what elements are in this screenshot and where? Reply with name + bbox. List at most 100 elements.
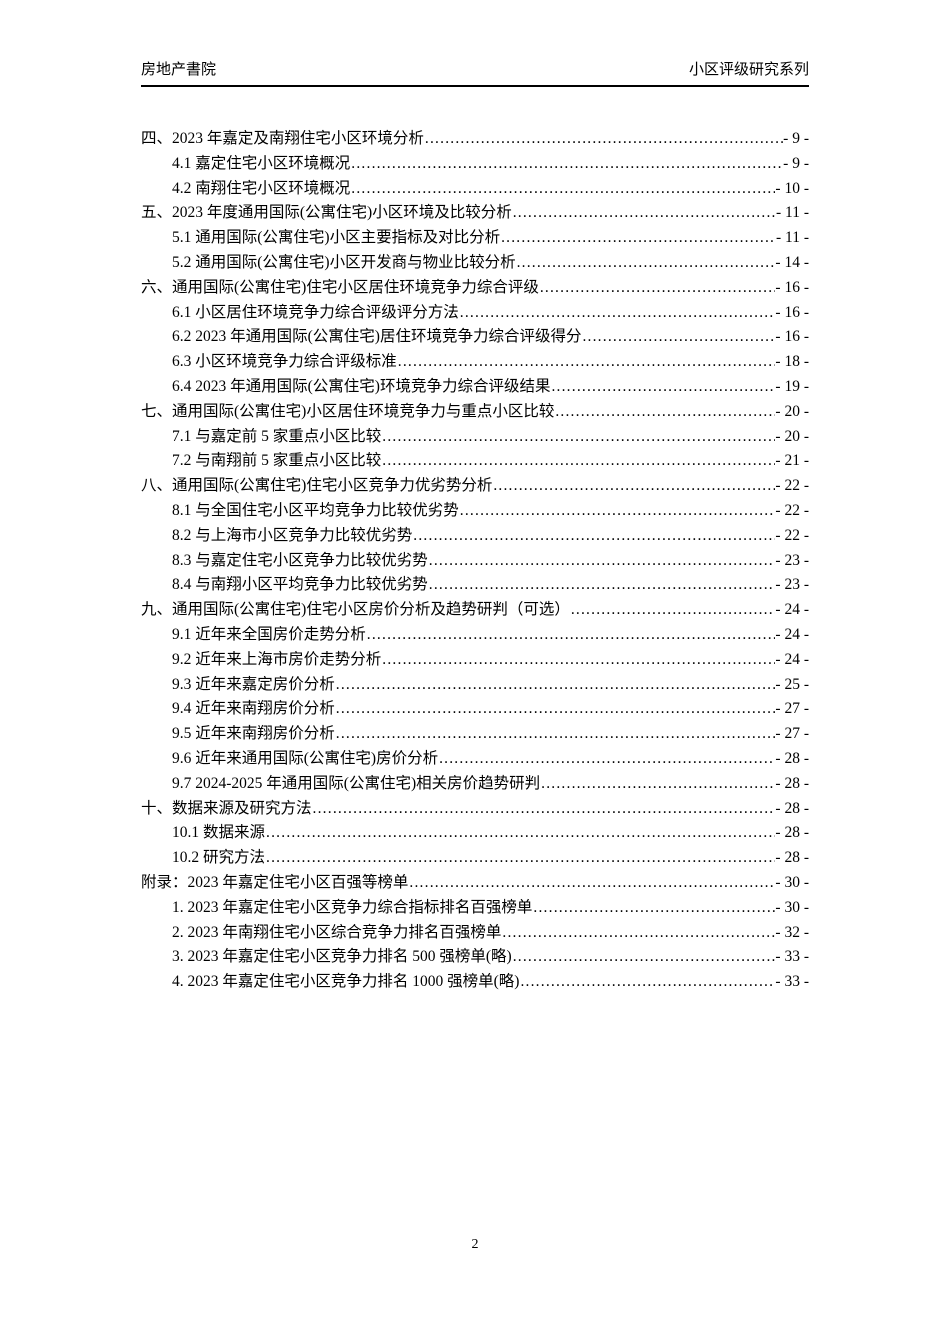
dot-leader: ........................................…: [551, 377, 775, 395]
toc-entry-title: 9.7 2024-2025 年通用国际(公寓住宅)相关房价趋势研判: [172, 774, 541, 792]
toc-entry[interactable]: 8.2 与上海市小区竞争力比较优劣势......................…: [141, 524, 809, 549]
toc-entry[interactable]: 9.2 近年来上海市房价走势分析........................…: [141, 648, 809, 673]
toc-entry-title: 8.4 与南翔小区平均竞争力比较优劣势: [172, 576, 428, 594]
dot-leader: ........................................…: [555, 402, 775, 420]
toc-entry-page: - 21 -: [775, 452, 809, 470]
toc-entry[interactable]: 6.4 2023 年通用国际(公寓住宅)环境竞争力综合评级结果.........…: [141, 375, 809, 400]
toc-entry-title: 6.2 2023 年通用国际(公寓住宅)居住环境竞争力综合评级得分: [172, 328, 582, 346]
dot-leader: ........................................…: [493, 477, 776, 495]
toc-entry[interactable]: 5.1 通用国际(公寓住宅)小区主要指标及对比分析...............…: [141, 226, 809, 251]
dot-leader: ........................................…: [516, 253, 776, 271]
toc-entry-page: - 24 -: [775, 601, 809, 619]
toc-entry[interactable]: 1. 2023 年嘉定住宅小区竞争力综合指标排名百强榜单............…: [141, 896, 809, 921]
dot-leader: ........................................…: [382, 452, 775, 470]
toc-entry[interactable]: 7.1 与嘉定前 5 家重点小区比较......................…: [141, 425, 809, 450]
toc-entry-title: 四、2023 年嘉定及南翔住宅小区环境分析: [141, 130, 424, 147]
dot-leader: ........................................…: [539, 278, 776, 296]
toc-entry-page: - 16 -: [775, 278, 809, 296]
dot-leader: ........................................…: [409, 873, 776, 891]
toc-entry-page: - 24 -: [775, 650, 809, 668]
toc-entry[interactable]: 六、通用国际(公寓住宅)住宅小区居住环境竞争力综合评级.............…: [141, 276, 809, 301]
toc-entry-page: - 30 -: [775, 898, 809, 916]
toc-entry[interactable]: 9.5 近年来南翔房价分析...........................…: [141, 722, 809, 747]
toc-entry-title: 5.1 通用国际(公寓住宅)小区主要指标及对比分析: [172, 229, 501, 247]
toc-entry-title: 6.4 2023 年通用国际(公寓住宅)环境竞争力综合评级结果: [172, 377, 551, 395]
toc-entry[interactable]: 6.1 小区居住环境竞争力综合评级评分方法...................…: [141, 301, 809, 326]
toc-entry[interactable]: 3. 2023 年嘉定住宅小区竞争力排名 500 强榜单(略).........…: [141, 945, 809, 970]
toc-entry[interactable]: 9.6 近年来通用国际(公寓住宅)房价分析...................…: [141, 747, 809, 772]
toc-entry-page: - 19 -: [775, 377, 809, 395]
toc-list: 四、2023 年嘉定及南翔住宅小区环境分析...................…: [141, 127, 809, 995]
toc-entry[interactable]: 6.2 2023 年通用国际(公寓住宅)居住环境竞争力综合评级得分.......…: [141, 325, 809, 350]
dot-leader: ........................................…: [582, 328, 776, 346]
toc-entry-page: - 22 -: [775, 501, 809, 519]
toc-entry[interactable]: 9.7 2024-2025 年通用国际(公寓住宅)相关房价趋势研判.......…: [141, 772, 809, 797]
toc-entry[interactable]: 4. 2023 年嘉定住宅小区竞争力排名 1000 强榜单(略)........…: [141, 970, 809, 995]
toc-entry-page: - 32 -: [775, 923, 809, 941]
page-footer: 2: [0, 1236, 950, 1254]
dot-leader: ........................................…: [413, 526, 776, 544]
toc-entry[interactable]: 九、通用国际(公寓住宅)住宅小区房价分析及趋势研判（可选）...........…: [141, 598, 809, 623]
toc-entry-page: - 28 -: [775, 849, 809, 867]
toc-entry[interactable]: 10.1 数据来源...............................…: [141, 821, 809, 846]
toc-entry[interactable]: 10.2 研究方法...............................…: [141, 846, 809, 871]
toc-entry[interactable]: 十、数据来源及研究方法.............................…: [141, 797, 809, 822]
toc-entry[interactable]: 7.2 与南翔前 5 家重点小区比较......................…: [141, 449, 809, 474]
toc-entry-title: 7.1 与嘉定前 5 家重点小区比较: [172, 427, 382, 445]
toc-entry-title: 六、通用国际(公寓住宅)住宅小区居住环境竞争力综合评级: [141, 278, 539, 296]
toc-entry[interactable]: 8.4 与南翔小区平均竞争力比较优劣势.....................…: [141, 573, 809, 598]
dot-leader: ........................................…: [533, 898, 775, 916]
toc-entry-title: 6.3 小区环境竞争力综合评级标准: [172, 353, 397, 371]
toc-entry-title: 8.1 与全国住宅小区平均竞争力比较优劣势: [172, 501, 459, 519]
toc-entry-page: - 11 -: [776, 204, 809, 222]
toc-entry[interactable]: 8.1 与全国住宅小区平均竞争力比较优劣势...................…: [141, 499, 809, 524]
toc-entry[interactable]: 四、2023 年嘉定及南翔住宅小区环境分析...................…: [141, 127, 809, 152]
toc-entry-title: 4.1 嘉定住宅小区环境概况: [172, 154, 351, 172]
toc-entry[interactable]: 9.4 近年来南翔房价分析...........................…: [141, 697, 809, 722]
toc-entry-page: - 11 -: [776, 229, 809, 247]
toc-entry[interactable]: 五、2023 年度通用国际(公寓住宅)小区环境及比较分析............…: [141, 201, 809, 226]
toc-entry-page: - 27 -: [775, 725, 809, 743]
dot-leader: ........................................…: [335, 725, 776, 743]
toc-entry-page: - 30 -: [775, 873, 809, 891]
toc-entry[interactable]: 七、通用国际(公寓住宅)小区居住环境竞争力与重点小区比较............…: [141, 400, 809, 425]
dot-leader: ........................................…: [366, 625, 776, 643]
dot-leader: ........................................…: [266, 824, 775, 842]
toc-entry-page: - 27 -: [775, 700, 809, 718]
dot-leader: ........................................…: [335, 700, 776, 718]
toc-entry-title: 十、数据来源及研究方法: [141, 799, 312, 817]
dot-leader: ........................................…: [428, 576, 776, 594]
dot-leader: ........................................…: [501, 229, 776, 247]
toc-entry[interactable]: 2. 2023 年南翔住宅小区综合竞争力排名百强榜单..............…: [141, 921, 809, 946]
toc-entry-page: - 28 -: [775, 799, 809, 817]
page-header: 房地产書院 小区评级研究系列: [141, 60, 809, 87]
toc-entry[interactable]: 9.3 近年来嘉定房价分析...........................…: [141, 673, 809, 698]
toc-entry-page: - 23 -: [775, 551, 809, 569]
toc-entry-title: 9.6 近年来通用国际(公寓住宅)房价分析: [172, 749, 439, 767]
toc-entry[interactable]: 八、通用国际(公寓住宅)住宅小区竞争力优劣势分析................…: [141, 474, 809, 499]
dot-leader: ........................................…: [335, 675, 776, 693]
toc-entry[interactable]: 9.1 近年来全国房价走势分析.........................…: [141, 623, 809, 648]
dot-leader: ........................................…: [541, 774, 775, 792]
toc-entry[interactable]: 5.2 通用国际(公寓住宅)小区开发商与物业比较分析..............…: [141, 251, 809, 276]
dot-leader: ........................................…: [570, 601, 776, 619]
toc-entry-page: - 23 -: [775, 576, 809, 594]
toc-entry[interactable]: 6.3 小区环境竞争力综合评级标准.......................…: [141, 350, 809, 375]
toc-entry[interactable]: 4.1 嘉定住宅小区环境概况..........................…: [141, 152, 809, 177]
dot-leader: ........................................…: [351, 179, 776, 197]
dot-leader: ........................................…: [428, 551, 776, 569]
toc-entry-title: 五、2023 年度通用国际(公寓住宅)小区环境及比较分析: [141, 204, 512, 222]
dot-leader: ........................................…: [424, 130, 784, 147]
toc-entry[interactable]: 8.3 与嘉定住宅小区竞争力比较优劣势.....................…: [141, 549, 809, 574]
dot-leader: ........................................…: [312, 799, 776, 817]
toc-entry-page: - 28 -: [775, 774, 809, 792]
toc-entry-title: 4.2 南翔住宅小区环境概况: [172, 179, 351, 197]
toc-entry-page: - 14 -: [775, 253, 809, 271]
dot-leader: ........................................…: [459, 303, 776, 321]
toc-entry-title: 9.3 近年来嘉定房价分析: [172, 675, 335, 693]
toc-entry-page: - 16 -: [775, 328, 809, 346]
toc-entry[interactable]: 4.2 南翔住宅小区环境概况..........................…: [141, 177, 809, 202]
toc-entry-title: 9.4 近年来南翔房价分析: [172, 700, 335, 718]
dot-leader: ........................................…: [502, 923, 775, 941]
toc-entry[interactable]: 附录：2023 年嘉定住宅小区百强等榜单....................…: [141, 871, 809, 896]
